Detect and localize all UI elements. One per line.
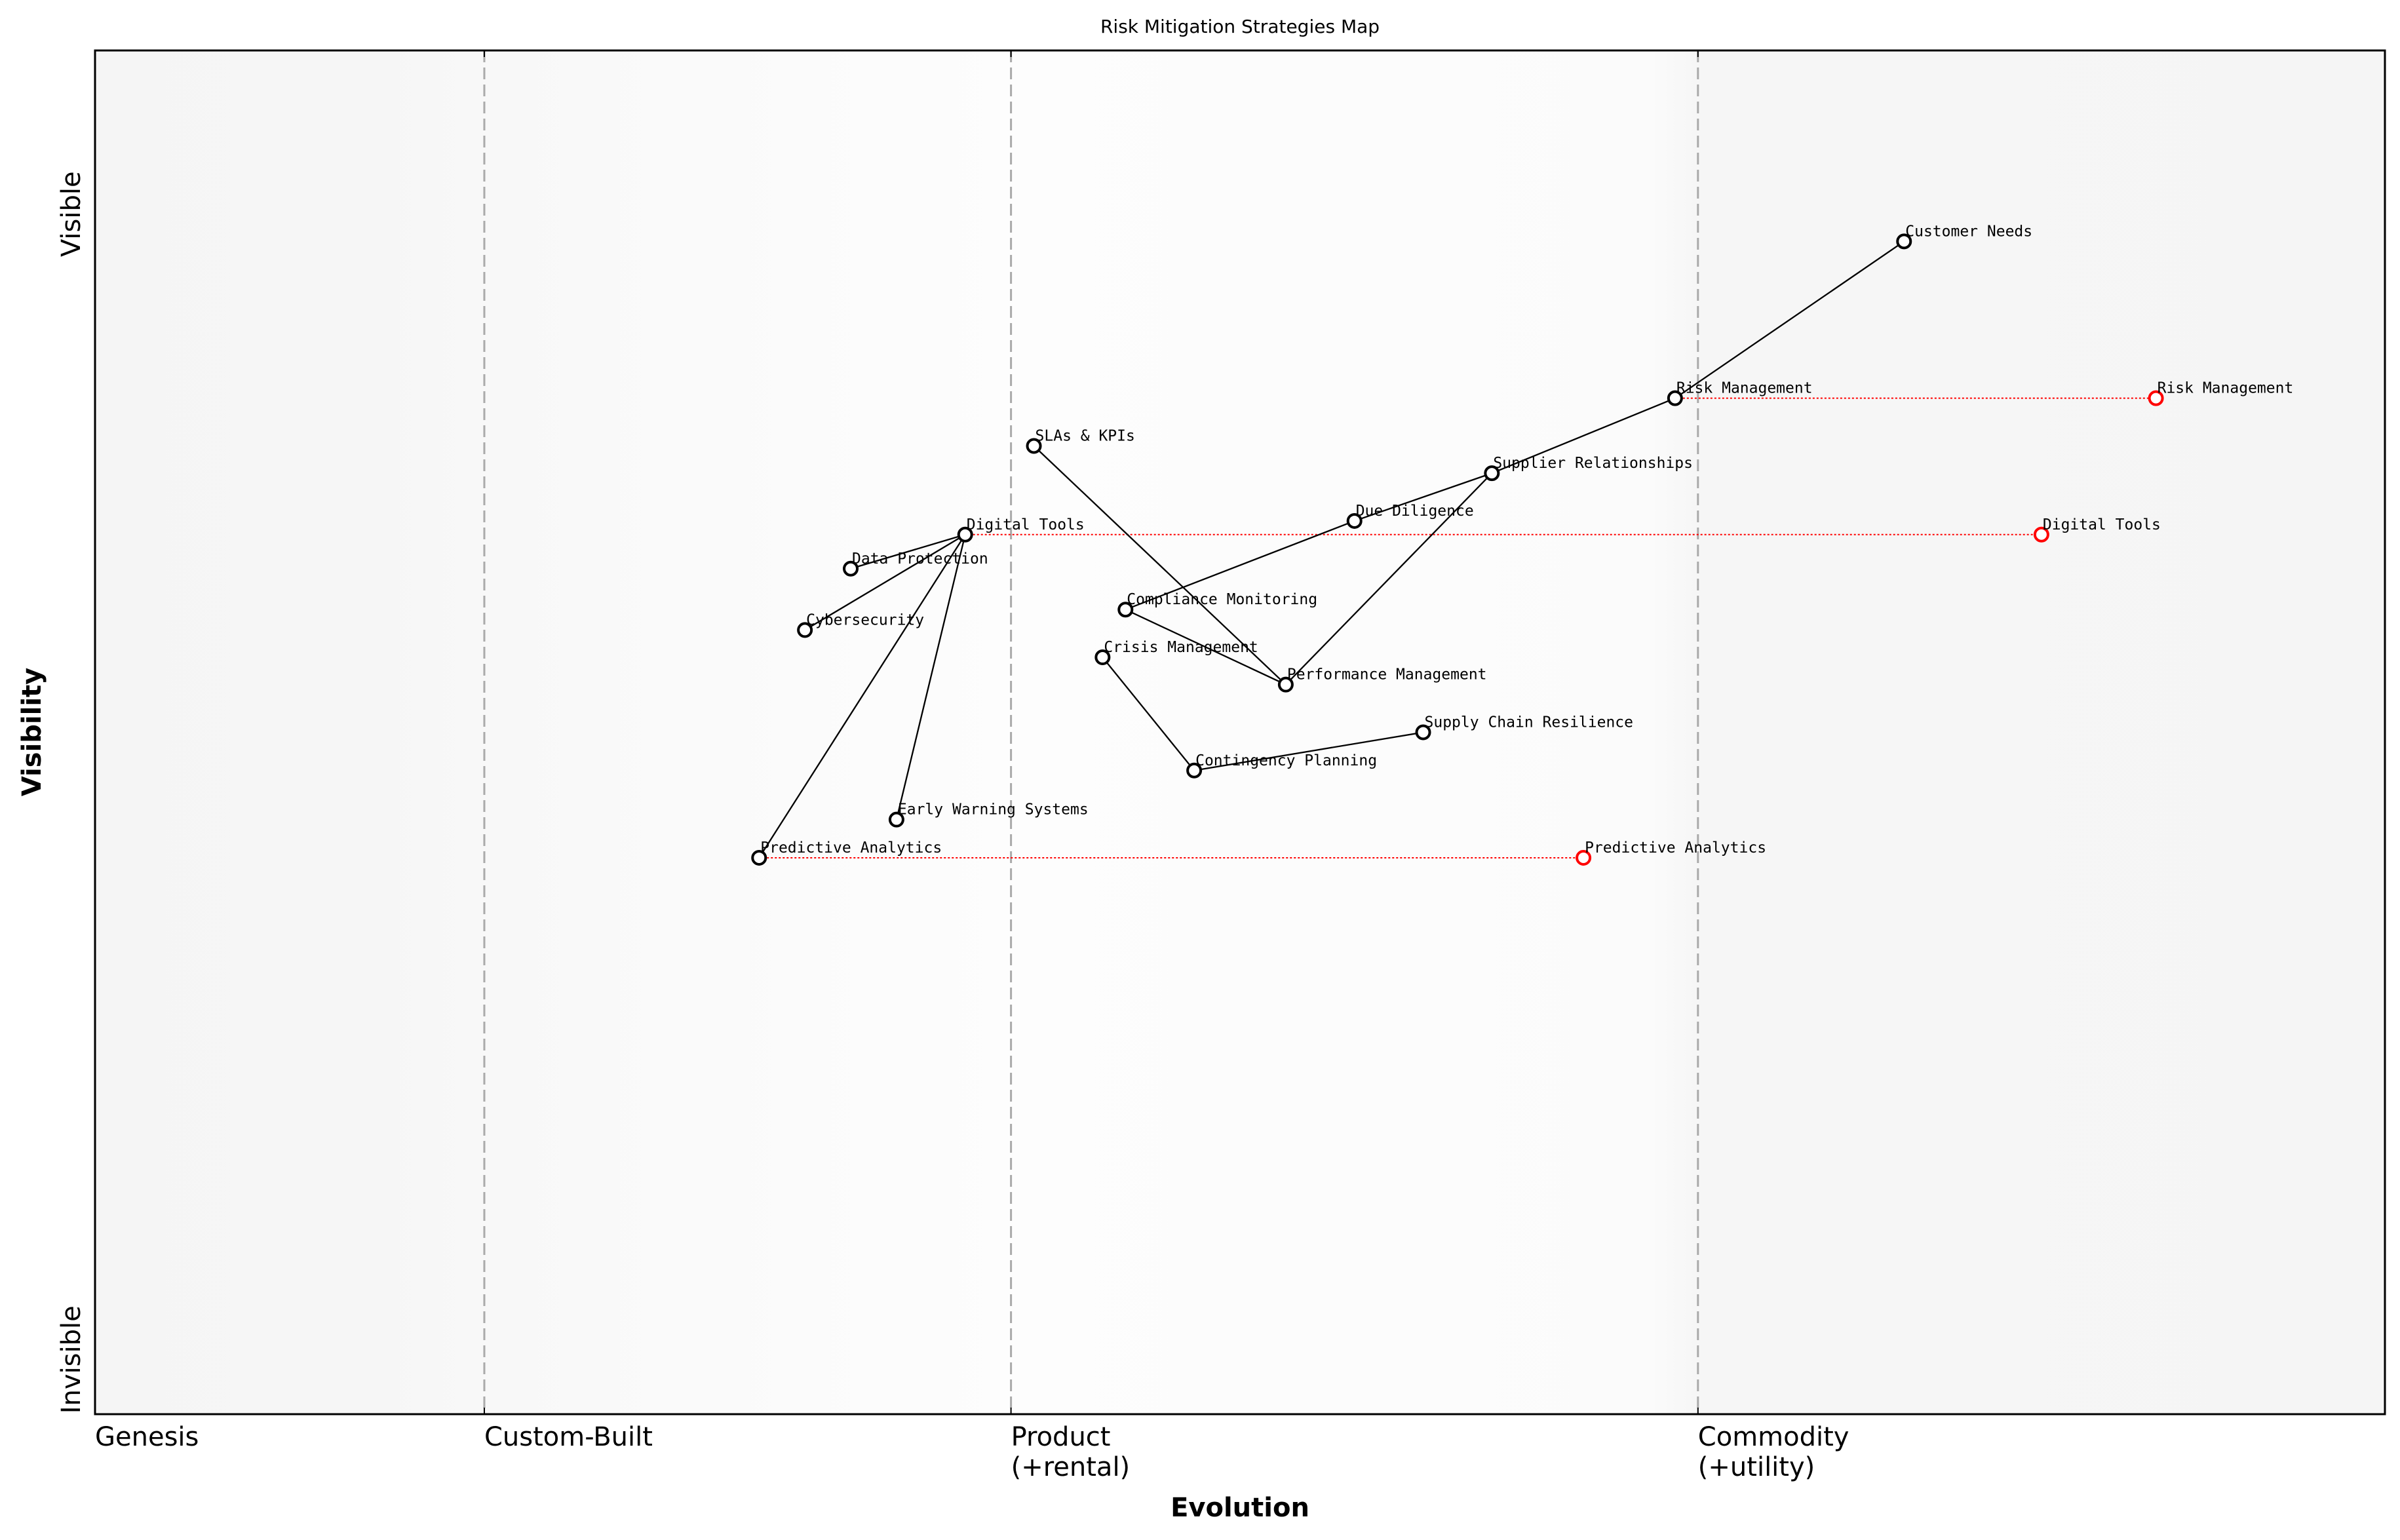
y-axis-label: Visibility xyxy=(17,668,47,796)
component-node[interactable] xyxy=(1277,676,1294,693)
dependency-link xyxy=(895,534,966,820)
component-label: Contingency Planning xyxy=(1195,752,1377,769)
evolved-component-label: Digital Tools xyxy=(2043,516,2161,533)
evolved-component-label: Predictive Analytics xyxy=(1585,839,1766,857)
dependency-link xyxy=(804,533,966,631)
dependency-link xyxy=(758,534,966,858)
evolved-component-node[interactable] xyxy=(2148,390,2164,406)
component-label: SLAs & KPIs xyxy=(1035,427,1135,444)
dependency-link xyxy=(1491,397,1676,474)
component-node[interactable] xyxy=(1186,762,1203,779)
x-tick-label: (+utility) xyxy=(1698,1452,1815,1482)
component-label: Due Diligence xyxy=(1356,503,1474,520)
component-label: Cybersecurity xyxy=(806,611,924,628)
plot-background xyxy=(95,50,2385,1414)
component-label: Crisis Management xyxy=(1104,639,1258,656)
x-tick-label: Commodity xyxy=(1698,1422,1849,1452)
component-node[interactable] xyxy=(1667,390,1683,406)
component-label: Early Warning Systems xyxy=(898,801,1089,818)
component-node[interactable] xyxy=(1415,724,1431,741)
dependency-link xyxy=(1674,241,1905,399)
component-label: Supplier Relationships xyxy=(1493,455,1693,472)
x-tick-label: Product xyxy=(1011,1422,1111,1452)
x-tick-label: Genesis xyxy=(95,1422,199,1452)
y-tick-label: Visible xyxy=(56,171,87,257)
component-label: Predictive Analytics xyxy=(760,839,942,857)
component-label: Supply Chain Resilience xyxy=(1425,714,1634,731)
chart-title: Risk Mitigation Strategies Map xyxy=(1100,16,1380,37)
component-node[interactable] xyxy=(1026,438,1042,454)
x-tick-label: Custom-Built xyxy=(484,1422,653,1452)
plot-frame xyxy=(94,49,2386,1415)
evolved-component-node[interactable] xyxy=(2033,526,2049,543)
dependency-link xyxy=(1102,657,1195,771)
evolved-component-label: Risk Management xyxy=(2158,380,2294,397)
component-label: Risk Management xyxy=(1676,380,1813,397)
dependency-link xyxy=(1125,520,1355,611)
component-node[interactable] xyxy=(1094,649,1111,666)
component-label: Compliance Monitoring xyxy=(1127,591,1317,608)
component-node[interactable] xyxy=(1484,465,1500,482)
component-node[interactable] xyxy=(843,560,859,577)
dependency-link xyxy=(1193,731,1423,771)
evolved-component-node[interactable] xyxy=(1576,849,1592,866)
component-node[interactable] xyxy=(957,526,973,543)
component-node[interactable] xyxy=(751,849,767,866)
component-label: Digital Tools xyxy=(967,516,1085,533)
dependency-link xyxy=(1354,472,1492,522)
component-label: Customer Needs xyxy=(1905,223,2032,240)
component-node[interactable] xyxy=(1896,233,1912,250)
component-node[interactable] xyxy=(1117,602,1134,618)
component-node[interactable] xyxy=(1346,512,1363,529)
component-node[interactable] xyxy=(797,622,813,638)
dependency-link xyxy=(1033,445,1287,685)
y-tick-label: Invisible xyxy=(56,1305,87,1414)
x-axis-label: Evolution xyxy=(1171,1493,1309,1523)
component-label: Data Protection xyxy=(852,550,988,568)
dependency-link xyxy=(850,533,966,569)
component-label: Performance Management xyxy=(1287,666,1487,683)
x-tick-label: (+rental) xyxy=(1011,1452,1131,1482)
component-node[interactable] xyxy=(888,811,904,828)
dependency-link xyxy=(1285,472,1493,685)
dependency-link xyxy=(1125,609,1287,685)
